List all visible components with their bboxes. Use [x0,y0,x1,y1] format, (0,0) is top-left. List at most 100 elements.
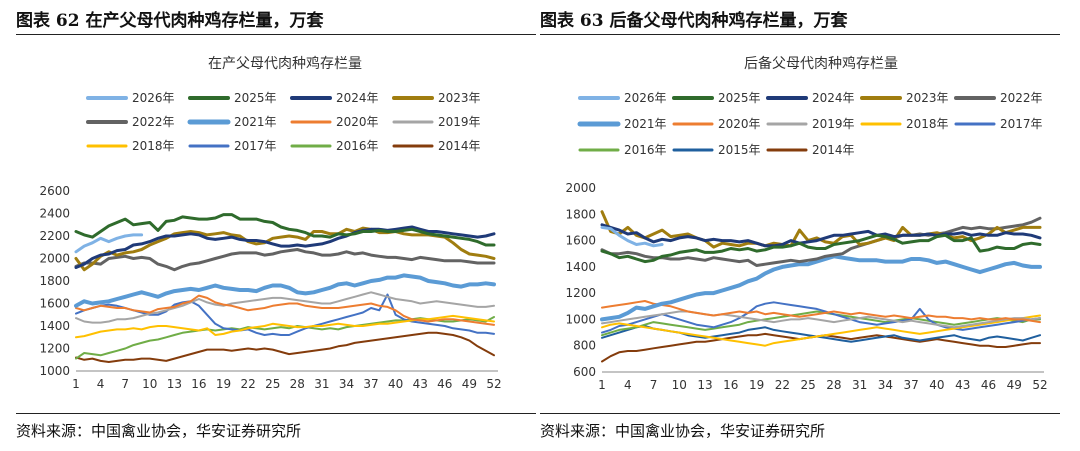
legend-label: 2016年 [336,139,379,153]
y-tick-label: 1400 [39,319,70,333]
bottom-rule-left [16,413,536,414]
legend-label: 2024年 [336,91,379,105]
y-tick-label: 1200 [39,342,70,356]
legend-label: 2015年 [718,143,761,157]
x-tick-label: 31 [852,378,867,392]
series-line-2026年 [600,225,664,248]
series-line-2021年 [74,273,496,308]
legend-item: 2014年 [766,143,855,157]
legend-item: 2021年 [577,117,667,131]
series-line-2017年 [75,293,495,336]
series-line-2023年 [74,226,496,272]
x-tick-label: 37 [904,378,919,392]
legend-label: 2021年 [624,117,667,131]
legend-label: 2017年 [234,139,277,153]
series-line-2022年 [600,216,1042,267]
y-tick-label: 2400 [39,207,70,221]
legend-label: 2020年 [718,117,761,131]
y-tick-label: 2200 [39,229,70,243]
chart-title: 在产父母代肉种鸡存栏量 [208,55,362,72]
series-line-2026年 [74,233,144,254]
y-tick-label: 1000 [565,312,596,326]
x-tick-label: 46 [981,378,996,392]
legend-label: 2017年 [1000,117,1043,131]
y-tick-label: 1200 [565,286,596,300]
legend-label: 2023年 [438,91,481,105]
legend-label: 2018年 [906,117,949,131]
x-tick-label: 4 [97,377,105,391]
x-tick-label: 1 [598,378,606,392]
legend-label: 2016年 [624,143,667,157]
legend-item: 2016年 [290,139,379,153]
series-line-2024年 [74,225,496,269]
series-line-2019年 [75,291,495,324]
x-tick-label: 43 [955,378,970,392]
legend-item: 2017年 [954,117,1043,131]
x-tick-label: 52 [1032,378,1047,392]
legend-item: 2022年 [954,91,1043,105]
series-line-2022年 [74,248,496,272]
series-line-2025年 [74,213,496,247]
legend-label: 2020年 [336,115,379,129]
figure-title-left: 图表 62 在产父母代肉种鸡存栏量，万套 [16,11,324,31]
legend-label: 2022年 [1000,91,1043,105]
series-line-2018年 [601,314,1041,347]
legend-item: 2023年 [860,91,949,105]
legend-item: 2022年 [86,115,175,129]
series-line-2025年 [600,233,1042,264]
series-line-2024年 [600,223,1042,248]
x-tick-label: 34 [339,377,354,391]
legend-item: 2024年 [766,91,855,105]
series-line-2018年 [75,314,495,339]
legend-item: 2020年 [672,117,761,131]
legend-label: 2014年 [438,139,481,153]
source-note-left: 资料来源：中国禽业协会，华安证券研究所 [16,422,302,440]
legend-item: 2014年 [392,139,481,153]
source-note-right: 资料来源：中国禽业协会，华安证券研究所 [540,422,826,440]
legend-item: 2026年 [578,91,667,105]
x-tick-label: 37 [363,377,378,391]
legend-item: 2015年 [672,143,761,157]
chart-title: 后备父母代肉种鸡存栏量 [744,55,898,72]
x-tick-label: 22 [240,377,255,391]
x-tick-label: 28 [290,377,305,391]
x-tick-label: 43 [413,377,428,391]
legend-label: 2019年 [812,117,855,131]
legend-item: 2020年 [290,115,379,129]
y-tick-label: 1800 [565,207,596,221]
legend-item: 2018年 [86,139,175,153]
x-tick-label: 22 [775,378,790,392]
legend-label: 2024年 [812,91,855,105]
x-tick-label: 10 [142,377,157,391]
legend-label: 2025年 [234,91,277,105]
x-tick-label: 7 [121,377,129,391]
legend-label: 2022年 [132,115,175,129]
panel-left: 图表 62 在产父母代肉种鸡存栏量，万套 在产父母代肉种鸡存栏量 2026年 202… [16,0,536,451]
legend-label: 2025年 [718,91,761,105]
legend-item: 2017年 [188,139,277,153]
x-tick-label: 25 [265,377,280,391]
x-tick-label: 19 [216,377,231,391]
x-tick-label: 10 [672,378,687,392]
legend-item: 2016年 [578,143,667,157]
legend-label: 2021年 [234,115,277,129]
y-tick-label: 600 [573,365,596,379]
legend-label: 2023年 [906,91,949,105]
y-tick-label: 1000 [39,364,70,378]
legend-item: 2021年 [187,115,277,129]
series-line-2020年 [601,300,1041,324]
legend-item: 2024年 [290,91,379,105]
top-rule-left [16,34,536,35]
series-line-2017年 [601,301,1041,334]
x-tick-label: 13 [167,377,182,391]
y-tick-label: 2000 [565,181,596,195]
chart-left: 在产父母代肉种鸡存栏量 2026年 2025年 2024年 2023年 2022年 2021… [39,55,501,391]
series-line-2019年 [601,310,1041,329]
series-line-2014年 [75,331,495,363]
x-tick-label: 25 [800,378,815,392]
legend-label: 2019年 [438,115,481,129]
legend-item: 2025年 [672,91,761,105]
legend-item: 2019年 [766,117,855,131]
legend-label: 2026年 [624,91,667,105]
panel-right: 图表 63 后备父母代肉种鸡存栏量，万套 后备父母代肉种鸡存栏量 2026年 202… [540,0,1060,451]
